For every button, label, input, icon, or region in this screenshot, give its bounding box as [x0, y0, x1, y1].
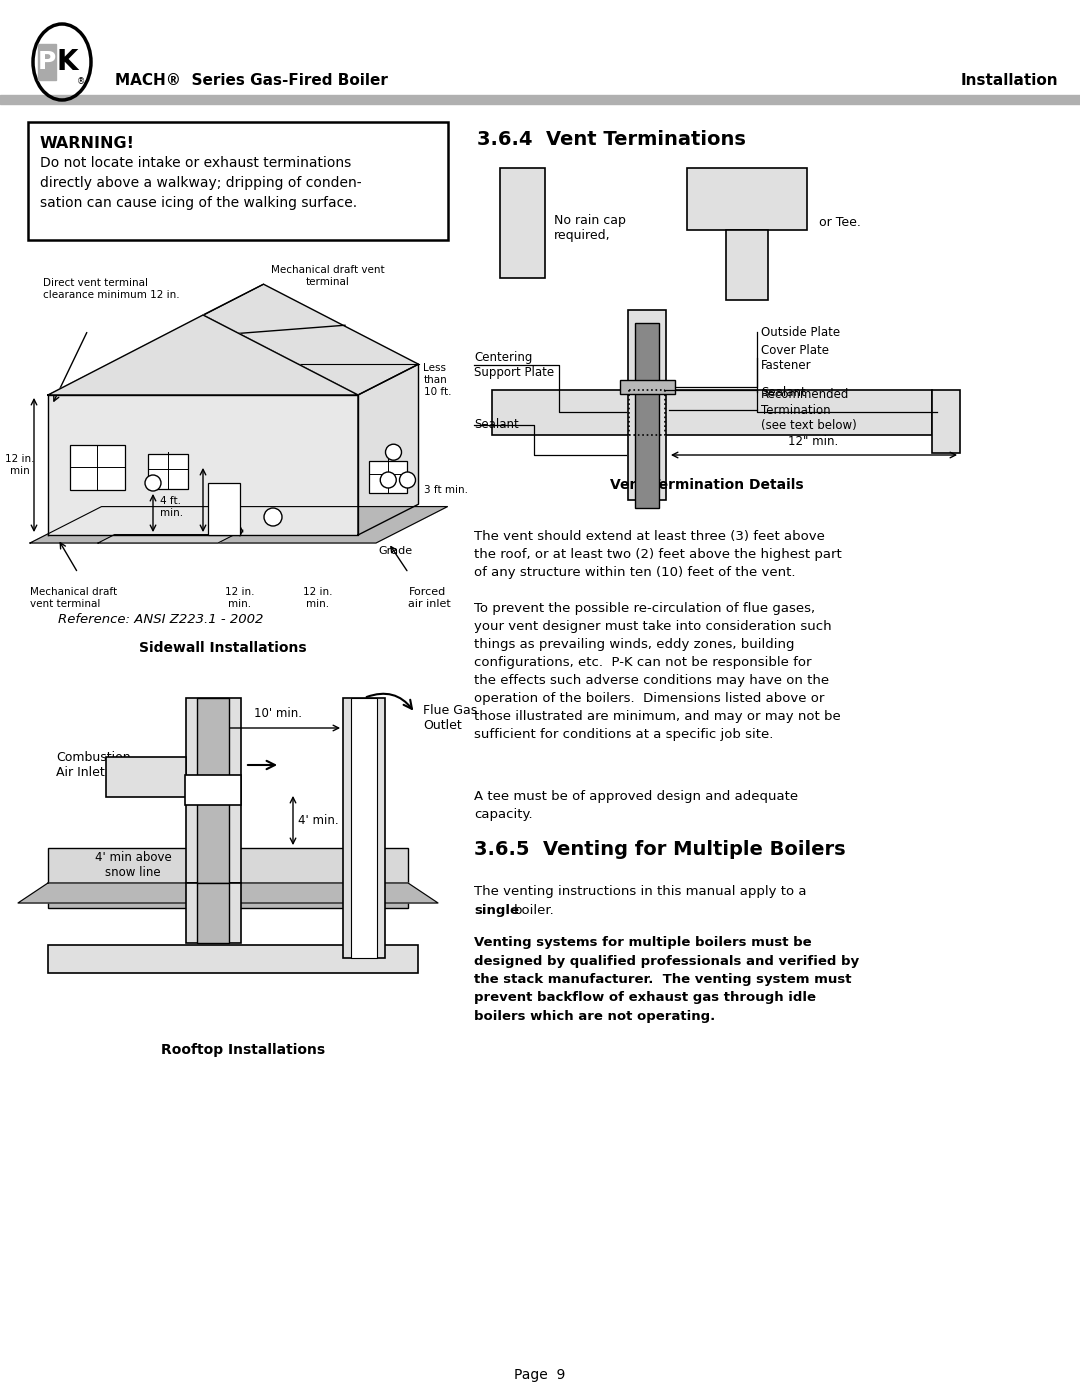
Polygon shape — [98, 535, 234, 543]
Circle shape — [380, 472, 396, 488]
Bar — [351, 698, 377, 958]
Text: 4' min above
snow line: 4' min above snow line — [95, 851, 172, 879]
Circle shape — [264, 509, 282, 527]
Text: Mechanical draft vent
terminal: Mechanical draft vent terminal — [271, 265, 384, 286]
Bar — [208, 483, 240, 535]
Text: The venting instructions in this manual apply to a: The venting instructions in this manual … — [474, 886, 807, 898]
Text: Venting systems for multiple boilers must be
designed by qualified professionals: Venting systems for multiple boilers mus… — [474, 936, 859, 1023]
Bar — [106, 757, 186, 798]
Bar — [48, 944, 418, 972]
Text: 12" min.: 12" min. — [788, 434, 838, 448]
Circle shape — [386, 444, 402, 460]
Text: 3.6.5  Venting for Multiple Boilers: 3.6.5 Venting for Multiple Boilers — [474, 840, 846, 859]
Bar — [500, 168, 545, 278]
Bar — [627, 310, 666, 500]
Bar — [932, 390, 960, 453]
Bar — [185, 775, 241, 805]
Bar — [186, 883, 241, 943]
Text: No rain cap
required,: No rain cap required, — [554, 214, 626, 242]
Text: WARNING!: WARNING! — [40, 136, 135, 151]
Text: Sidewall Installations: Sidewall Installations — [139, 641, 307, 655]
Text: 4' min.: 4' min. — [298, 813, 339, 827]
Text: 3 ft min.: 3 ft min. — [423, 485, 468, 495]
Text: A tee must be of approved design and adequate
capacity.: A tee must be of approved design and ade… — [474, 789, 798, 821]
Circle shape — [400, 472, 416, 488]
Bar — [38, 43, 56, 80]
Text: Sealant: Sealant — [761, 386, 806, 398]
Polygon shape — [48, 314, 357, 395]
Text: Cover Plate
Fastener: Cover Plate Fastener — [761, 344, 829, 372]
Text: To prevent the possible re-circulation of flue gases,
your vent designer must ta: To prevent the possible re-circulation o… — [474, 602, 840, 740]
Bar — [197, 698, 229, 883]
Bar — [343, 698, 384, 958]
Text: boiler.: boiler. — [514, 904, 555, 916]
Text: ®: ® — [77, 77, 85, 87]
Text: single: single — [474, 904, 519, 916]
Polygon shape — [357, 365, 419, 535]
Text: 4 ft.
min.: 4 ft. min. — [160, 496, 184, 518]
Text: Outside Plate: Outside Plate — [761, 326, 840, 338]
Bar — [197, 883, 229, 943]
Bar — [726, 231, 768, 300]
Bar — [48, 848, 408, 883]
Text: Less
than
10 ft.: Less than 10 ft. — [423, 363, 451, 397]
Polygon shape — [18, 883, 438, 902]
Text: Grade: Grade — [378, 546, 413, 556]
Polygon shape — [48, 395, 357, 535]
Text: Reference: ANSI Z223.1 - 2002: Reference: ANSI Z223.1 - 2002 — [58, 613, 264, 626]
Bar — [687, 168, 807, 231]
Text: Rooftop Installations: Rooftop Installations — [161, 1044, 325, 1058]
Text: 12 in.
min.: 12 in. min. — [226, 587, 255, 609]
Text: Recommended
Termination
(see text below): Recommended Termination (see text below) — [761, 388, 856, 432]
Polygon shape — [203, 284, 419, 395]
Text: Page  9: Page 9 — [514, 1368, 566, 1382]
Text: Mechanical draft
vent terminal: Mechanical draft vent terminal — [30, 587, 117, 609]
Text: Vent Termination Details: Vent Termination Details — [610, 478, 804, 492]
Text: Installation: Installation — [960, 73, 1058, 88]
Text: 3.6.4  Vent Terminations: 3.6.4 Vent Terminations — [477, 130, 746, 149]
Text: Sealant: Sealant — [474, 419, 518, 432]
Polygon shape — [30, 507, 447, 543]
Text: 12 in.
min: 12 in. min — [5, 454, 35, 476]
Text: 10' min.: 10' min. — [254, 707, 302, 719]
Bar — [186, 698, 241, 883]
Text: The vent should extend at least three (3) feet above
the roof, or at least two (: The vent should extend at least three (3… — [474, 529, 841, 578]
Circle shape — [145, 475, 161, 490]
Bar — [148, 454, 188, 489]
Text: 4 ft.
min.: 4 ft. min. — [210, 486, 233, 507]
Text: Combustion
Air Inlet: Combustion Air Inlet — [56, 752, 131, 780]
Bar — [635, 323, 659, 509]
Text: Direct vent terminal
clearance minimum 12 in.: Direct vent terminal clearance minimum 1… — [43, 278, 179, 300]
Text: P: P — [38, 50, 56, 74]
Bar — [70, 446, 125, 490]
Text: 12 in.
min.: 12 in. min. — [303, 587, 333, 609]
Bar — [0, 95, 1080, 103]
Bar — [492, 390, 932, 434]
Text: MACH®  Series Gas-Fired Boiler: MACH® Series Gas-Fired Boiler — [114, 73, 388, 88]
Text: Centering
Support Plate: Centering Support Plate — [474, 351, 554, 379]
Bar — [620, 380, 675, 394]
Bar — [48, 883, 408, 908]
Text: Flue Gas
Outlet: Flue Gas Outlet — [423, 704, 477, 732]
Text: Forced
air inlet: Forced air inlet — [408, 587, 451, 609]
Text: K: K — [56, 47, 78, 75]
Text: Do not locate intake or exhaust terminations
directly above a walkway; dripping : Do not locate intake or exhaust terminat… — [40, 156, 362, 210]
Bar — [28, 122, 448, 240]
Bar — [369, 461, 407, 493]
Text: or Tee.: or Tee. — [819, 217, 861, 229]
